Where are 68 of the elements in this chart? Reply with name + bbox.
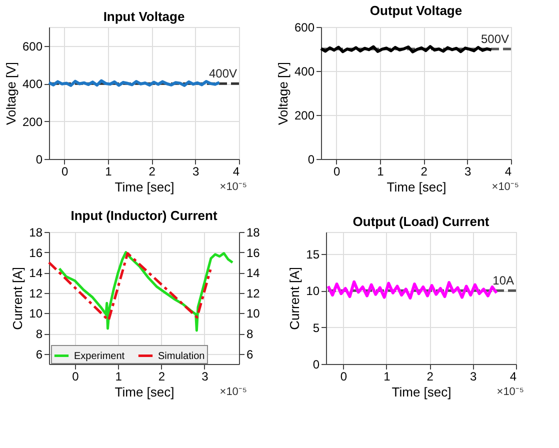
y2-tick-label: 10 xyxy=(246,306,260,321)
y-tick-label: 600 xyxy=(22,39,43,54)
y2-tick-label: 12 xyxy=(246,286,260,300)
x-tick-label: 3 xyxy=(464,164,472,178)
x-tick-label: 3 xyxy=(192,164,200,178)
x-tick-label: 3 xyxy=(470,370,477,384)
legend-label: Experiment xyxy=(74,350,125,362)
legend-label: Simulation xyxy=(158,350,205,362)
y-tick-label: 18 xyxy=(29,226,43,240)
x-tick-label: 3 xyxy=(202,370,209,384)
y-tick-label: 0 xyxy=(36,152,43,166)
y-tick-label: 400 xyxy=(22,77,43,92)
y2-tick-label: 16 xyxy=(246,246,260,260)
y-axis-title: Voltage [V] xyxy=(275,62,290,125)
ref-line-label: 10A xyxy=(492,274,514,288)
y-tick-label: 16 xyxy=(29,246,43,260)
x-tick-label: 2 xyxy=(158,370,166,384)
line-series xyxy=(48,252,212,322)
y-tick-label: 6 xyxy=(36,347,43,362)
y-tick-label: 10 xyxy=(29,306,43,321)
x-tick-label: 0 xyxy=(340,370,348,384)
x-tick-label: 0 xyxy=(72,370,80,384)
y-tick-label: 400 xyxy=(294,64,315,78)
y-tick-label: 10 xyxy=(306,284,320,298)
y-tick-label: 600 xyxy=(294,20,315,34)
x-tick-label: 4 xyxy=(504,164,512,178)
y-axis-title: Current [A] xyxy=(287,267,302,330)
x-tick-label: 4 xyxy=(510,370,517,384)
x-tick-label: 1 xyxy=(384,370,391,384)
x-tick-label: 1 xyxy=(105,164,112,178)
y-tick-label: 0 xyxy=(308,152,315,166)
chart-title: Input (Inductor) Current xyxy=(70,208,218,223)
y2-tick-label: 14 xyxy=(246,266,260,280)
ref-line-label: 400V xyxy=(208,66,237,81)
x-axis-title: Time [sec] xyxy=(386,180,446,194)
y-tick-label: 5 xyxy=(312,320,320,335)
y-tick-label: 14 xyxy=(29,266,43,280)
chart-title: Output (Load) Current xyxy=(352,214,490,229)
x-tick-label: 2 xyxy=(420,164,428,178)
y2-tick-label: 8 xyxy=(246,327,254,342)
y-tick-label: 200 xyxy=(22,114,43,129)
x-tick-label: 1 xyxy=(115,370,122,384)
text: ×10⁻⁵ xyxy=(220,386,247,398)
y2-tick-label: 6 xyxy=(246,347,254,362)
x-tick-label: 1 xyxy=(377,164,384,178)
x-tick-label: 0 xyxy=(333,164,340,178)
y-tick-label: 8 xyxy=(36,327,43,342)
y-tick-label: 0 xyxy=(312,358,320,372)
x-tick-label: 0 xyxy=(61,164,68,178)
y2-tick-label: 18 xyxy=(246,226,260,240)
x-tick-label: 4 xyxy=(232,164,240,178)
line-series xyxy=(58,251,234,332)
x-tick-label: 2 xyxy=(148,164,156,178)
text: ×10⁻⁵ xyxy=(220,181,247,193)
ref-line-label: 500V xyxy=(480,32,509,46)
chart-title: Input Voltage xyxy=(103,9,185,24)
chart-title: Output Voltage xyxy=(370,3,462,18)
y-tick-label: 15 xyxy=(306,248,320,262)
x-axis-title: Time [sec] xyxy=(114,180,174,194)
x-axis-title: Time [sec] xyxy=(392,384,452,400)
text: ×10⁻⁵ xyxy=(496,386,524,398)
y-tick-label: 12 xyxy=(29,286,43,300)
x-tick-label: 2 xyxy=(426,370,434,384)
y-axis-title: Voltage [V] xyxy=(3,62,18,125)
y-axis-title: Current [A] xyxy=(10,267,26,330)
y-tick-label: 200 xyxy=(294,108,315,122)
text: ×10⁻⁵ xyxy=(492,181,519,193)
x-axis-title: Time [sec] xyxy=(114,384,174,400)
